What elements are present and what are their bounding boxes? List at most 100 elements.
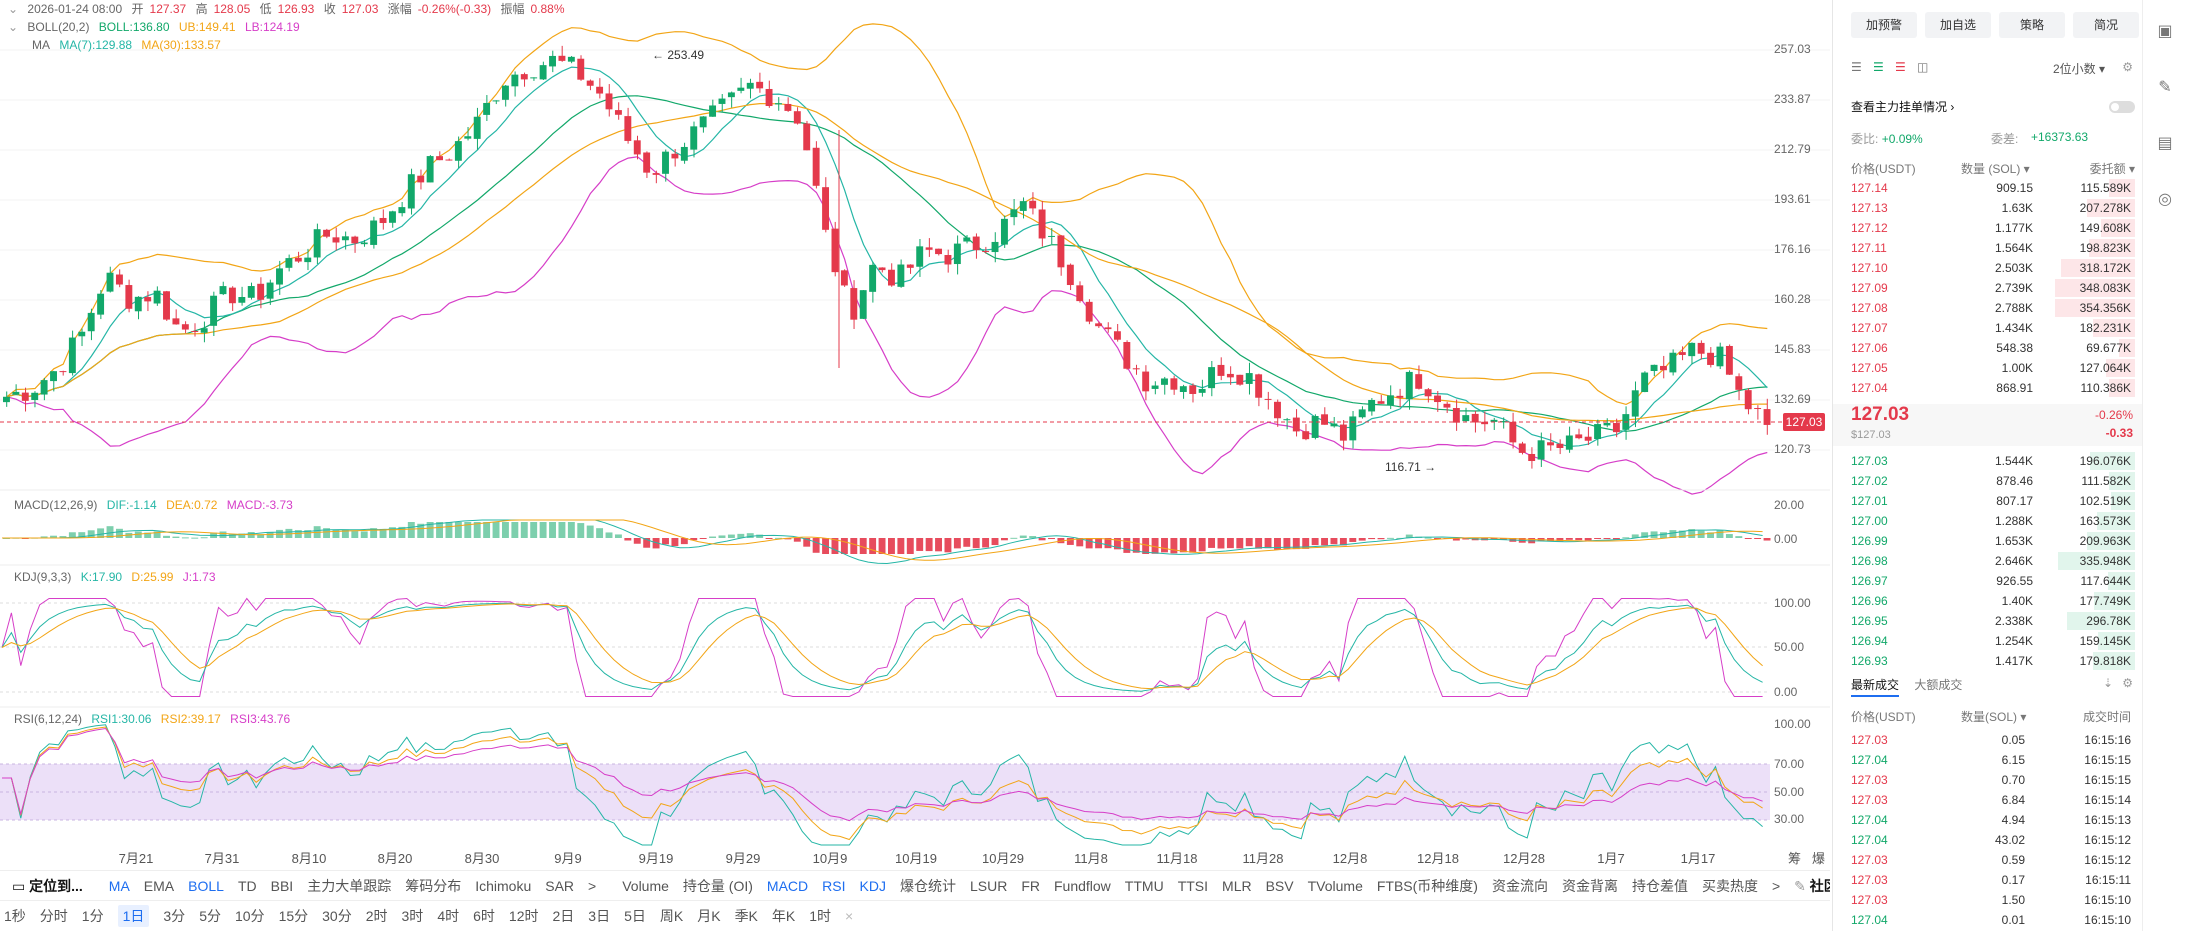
chart-icon[interactable]: ▤ (2157, 135, 2173, 152)
indicator-ttsi[interactable]: TTSI (1177, 877, 1209, 894)
rsi-name[interactable]: RSI(6,12,24) (14, 712, 83, 726)
chip-toggle[interactable]: 筹 (1788, 851, 1802, 866)
collapse-icon[interactable]: ⌄ (8, 2, 19, 16)
indicator-ichimoku[interactable]: Ichimoku (475, 877, 532, 894)
col-qty[interactable]: 数量 (SOL) ▾ (1961, 162, 2030, 176)
bid-row[interactable]: 126.94 1.254K 159.145K (1851, 631, 2135, 651)
interval-5m[interactable]: 5分 (199, 907, 221, 924)
indicator-fund-divergence[interactable]: 资金背离 (1561, 877, 1618, 894)
boll-name[interactable]: BOLL(20,2) (27, 20, 90, 34)
add-watchlist-button[interactable]: 加自选 (1925, 12, 1991, 38)
bid-row[interactable]: 126.97 926.55 117.644K (1851, 571, 2135, 591)
ask-row[interactable]: 127.13 1.63K 207.278K (1851, 198, 2135, 218)
indicator-oi-diff[interactable]: 持仓差值 (1631, 877, 1688, 894)
indicator-bsv[interactable]: BSV (1265, 877, 1294, 894)
wallet-icon[interactable]: ▣ (2157, 23, 2173, 40)
interval-10m[interactable]: 10分 (234, 907, 265, 924)
depth-toggle[interactable] (2109, 101, 2135, 113)
interval-1s[interactable]: 1秒 (4, 907, 26, 924)
indicator-big-order[interactable]: 主力大单跟踪 (307, 877, 392, 894)
interval-month[interactable]: 月K (697, 907, 721, 924)
settings-icon[interactable]: ⚙ (2122, 60, 2133, 74)
indicator-lsur[interactable]: LSUR (969, 877, 1008, 894)
trade-col-qty[interactable]: 数量(SOL) ▾ (1961, 710, 2027, 724)
indicator-fundflow[interactable]: Fundflow (1053, 877, 1111, 894)
interval-week[interactable]: 周K (659, 907, 684, 924)
ma-name[interactable]: MA (32, 38, 50, 52)
depth-link[interactable]: 查看主力挂单情况 › (1851, 100, 1955, 114)
indicator-heat[interactable]: 买卖热度 (1701, 877, 1758, 894)
interval-1m[interactable]: 1分 (81, 907, 104, 924)
ask-row[interactable]: 127.10 2.503K 318.172K (1851, 258, 2135, 278)
chart-area[interactable]: ⌄ 2026-01-24 08:00 开 127.37 高 128.05 低 126.… (0, 0, 1830, 868)
interval-quarter[interactable]: 季K (734, 907, 758, 924)
interval-1d[interactable]: 1日 (117, 904, 150, 927)
bid-row[interactable]: 126.93 1.417K 179.818K (1851, 651, 2135, 671)
kdj-name[interactable]: KDJ(9,3,3) (14, 570, 72, 584)
indicator-tvolume[interactable]: TVolume (1307, 877, 1363, 894)
bid-row[interactable]: 126.99 1.653K 209.963K (1851, 531, 2135, 551)
draw-icon[interactable]: ✎ (2158, 79, 2172, 96)
interval-30m[interactable]: 30分 (322, 907, 352, 924)
close-icon[interactable]: × (845, 907, 854, 924)
interval-timeline[interactable]: 分时 (39, 907, 68, 924)
price-chart[interactable] (0, 0, 1830, 868)
liquidation-toggle[interactable]: 爆 (1812, 851, 1826, 866)
indicator-liquidation[interactable]: 爆仓统计 (899, 877, 956, 894)
interval-2d[interactable]: 2日 (552, 907, 575, 924)
tab-large-trades[interactable]: 大额成交 (1914, 678, 1963, 692)
ask-row[interactable]: 127.04 868.91 110.386K (1851, 378, 2135, 398)
layout-both-icon[interactable]: ☰ (1851, 60, 1862, 74)
col-total[interactable]: 委托额 ▾ (2089, 162, 2135, 176)
more-main-indicators[interactable]: > (588, 877, 597, 894)
ask-row[interactable]: 127.11 1.564K 198.823K (1851, 238, 2135, 258)
add-alert-button[interactable]: 加预警 (1851, 12, 1917, 38)
bid-row[interactable]: 126.96 1.40K 177.749K (1851, 591, 2135, 611)
settings-icon[interactable]: ⚙ (2122, 676, 2133, 690)
indicator-fr[interactable]: FR (1021, 877, 1040, 894)
filter-icon[interactable]: ⇣ (2102, 676, 2113, 690)
ask-row[interactable]: 127.06 548.38 69.677K (1851, 338, 2135, 358)
indicator-bbi[interactable]: BBI (270, 877, 294, 894)
indicator-boll[interactable]: BOLL (188, 877, 224, 894)
more-sub-indicators[interactable]: > (1771, 877, 1781, 894)
interval-3d[interactable]: 3日 (588, 907, 611, 924)
ask-row[interactable]: 127.09 2.739K 348.083K (1851, 278, 2135, 298)
interval-3m[interactable]: 3分 (163, 907, 186, 924)
indicator-mlr[interactable]: MLR (1222, 877, 1252, 894)
interval-5d[interactable]: 5日 (624, 907, 646, 924)
bid-row[interactable]: 127.01 807.17 102.519K (1851, 491, 2135, 511)
ask-row[interactable]: 127.05 1.00K 127.064K (1851, 358, 2135, 378)
layout-bids-icon[interactable]: ☰ (1873, 60, 1884, 74)
interval-2h[interactable]: 2时 (365, 907, 388, 924)
bid-row[interactable]: 127.00 1.288K 163.573K (1851, 511, 2135, 531)
interval-6h[interactable]: 6时 (473, 907, 495, 924)
bid-row[interactable]: 126.95 2.338K 296.78K (1851, 611, 2135, 631)
ask-row[interactable]: 127.14 909.15 115.589K (1851, 178, 2135, 198)
indicator-ema[interactable]: EMA (143, 877, 175, 894)
indicator-chip[interactable]: 筹码分布 (405, 877, 462, 894)
bid-row[interactable]: 127.02 878.46 111.582K (1851, 471, 2135, 491)
ask-row[interactable]: 127.08 2.788K 354.356K (1851, 298, 2135, 318)
indicator-kdj[interactable]: KDJ (859, 877, 886, 894)
interval-year[interactable]: 年K (771, 907, 796, 924)
interval-12h[interactable]: 12时 (508, 907, 539, 924)
coin-icon[interactable]: ◎ (2158, 191, 2172, 208)
collapse-icon[interactable]: ⌄ (8, 20, 19, 34)
ask-row[interactable]: 127.07 1.434K 182.231K (1851, 318, 2135, 338)
ask-row[interactable]: 127.12 1.177K 149.608K (1851, 218, 2135, 238)
locate-button[interactable]: ▭ 定位到... (12, 877, 83, 894)
community-indicators[interactable]: ✎ 社区指标 (1794, 876, 1830, 896)
indicator-ma[interactable]: MA (108, 877, 130, 894)
overview-button[interactable]: 简况 (2073, 12, 2139, 38)
indicator-ftbs[interactable]: FTBS(币种维度) (1376, 877, 1478, 894)
indicator-macd[interactable]: MACD (766, 877, 809, 894)
strategy-button[interactable]: 策略 (1999, 12, 2065, 38)
interval-1h[interactable]: 1时 (809, 907, 832, 924)
interval-15m[interactable]: 15分 (278, 907, 309, 924)
indicator-sar[interactable]: SAR (545, 877, 575, 894)
indicator-volume[interactable]: Volume (622, 877, 669, 894)
bid-row[interactable]: 127.03 1.544K 196.076K (1851, 451, 2135, 471)
indicator-fund-flow-cn[interactable]: 资金流向 (1491, 877, 1548, 894)
indicator-td[interactable]: TD (237, 877, 257, 894)
